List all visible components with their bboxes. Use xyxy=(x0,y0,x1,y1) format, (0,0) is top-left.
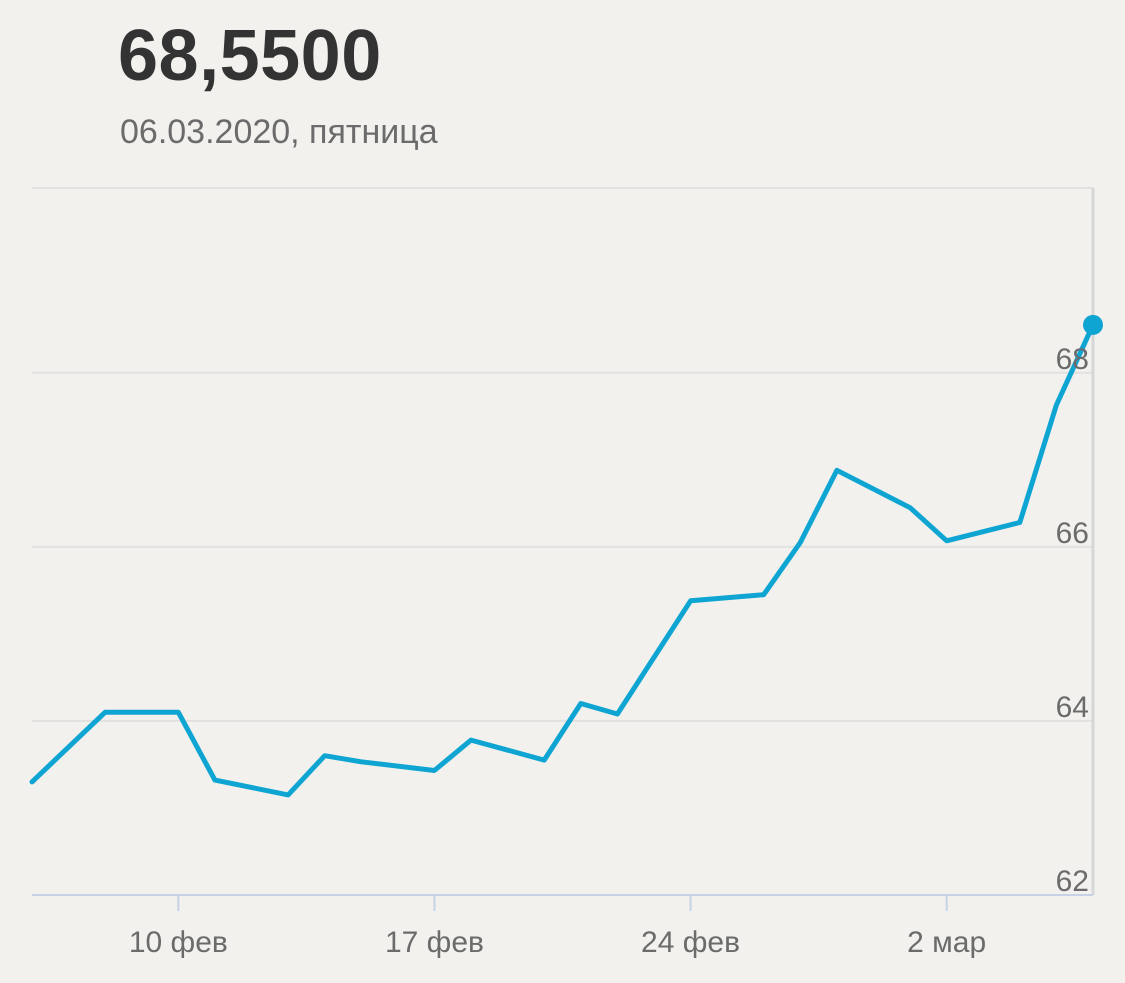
current-value: 68,5500 xyxy=(118,16,382,96)
x-tick-label: 24 фев xyxy=(641,926,740,959)
series-line xyxy=(29,322,1096,798)
series-line-layer xyxy=(29,314,1103,798)
last-value-marker[interactable] xyxy=(1083,314,1103,335)
x-tick-label: 2 мар xyxy=(907,926,986,959)
grid-lines xyxy=(32,187,1093,722)
tick-labels: 62 64 66 68 10 фев 17 фев 24 фев 2 мар xyxy=(129,343,1089,959)
y-tick-label: 68 xyxy=(1056,343,1089,376)
y-tick-label: 66 xyxy=(1056,517,1089,550)
axes xyxy=(32,188,1095,911)
current-date: 06.03.2020, пятница xyxy=(120,113,438,151)
x-tick-label: 10 фев xyxy=(129,926,228,959)
y-tick-label: 62 xyxy=(1056,865,1089,898)
x-tick-label: 17 фев xyxy=(385,926,484,959)
y-tick-label: 64 xyxy=(1056,691,1089,724)
